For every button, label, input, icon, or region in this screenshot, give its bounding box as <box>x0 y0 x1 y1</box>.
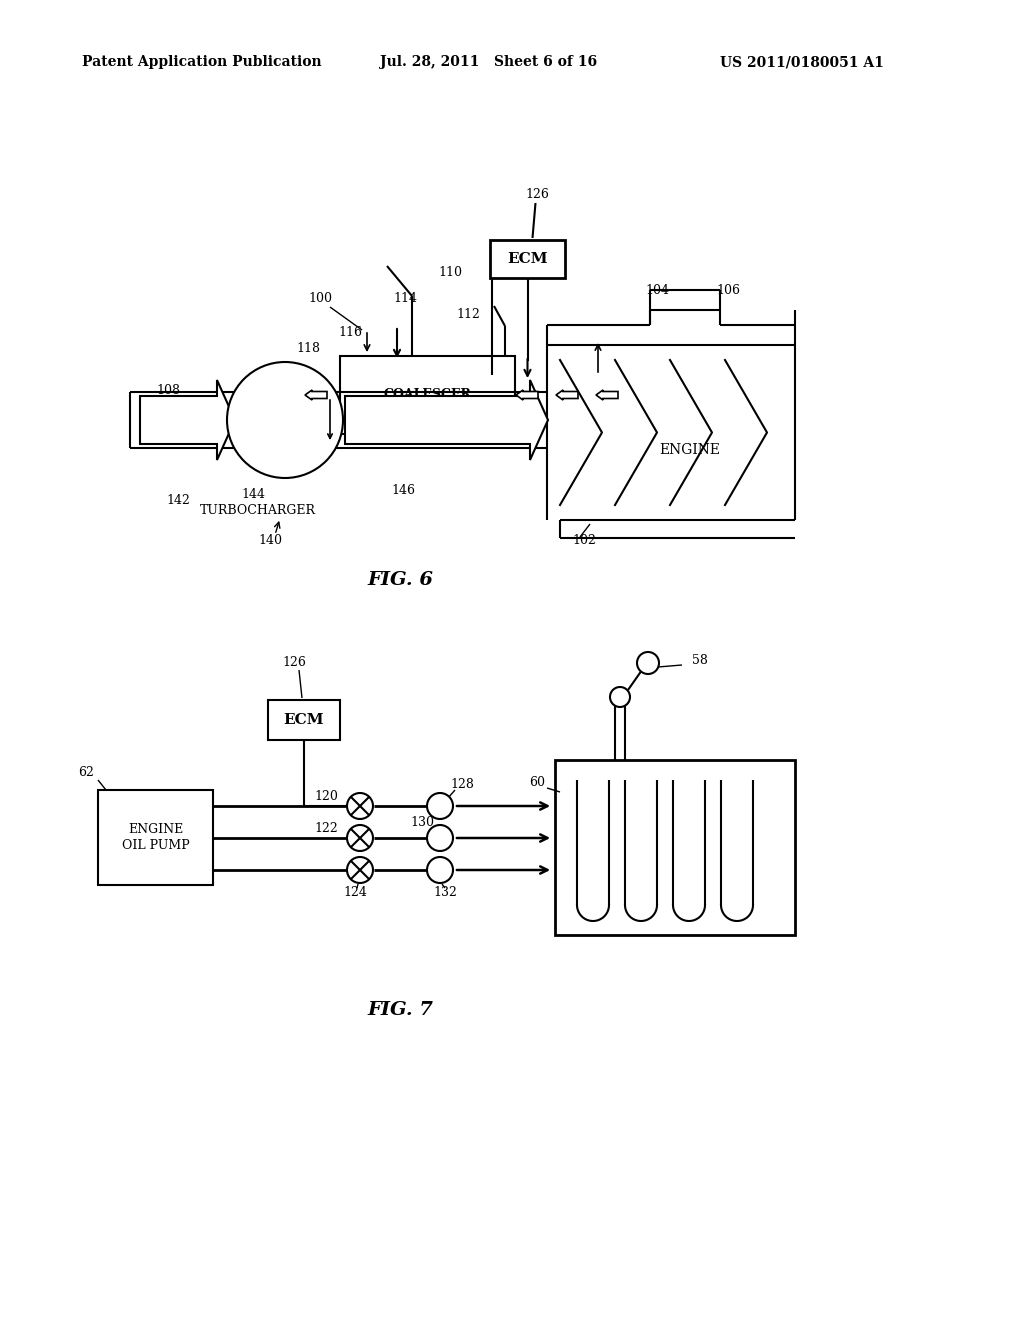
Polygon shape <box>345 380 548 459</box>
Text: ECM: ECM <box>507 252 548 267</box>
Circle shape <box>427 825 453 851</box>
Circle shape <box>427 857 453 883</box>
Text: 106: 106 <box>716 284 740 297</box>
Text: Jul. 28, 2011   Sheet 6 of 16: Jul. 28, 2011 Sheet 6 of 16 <box>380 55 597 69</box>
Text: COALESCER: COALESCER <box>384 388 471 401</box>
Text: 120: 120 <box>314 789 338 803</box>
Text: 112: 112 <box>456 309 480 322</box>
Text: 104: 104 <box>645 284 669 297</box>
Text: ENGINE: ENGINE <box>128 822 183 836</box>
Circle shape <box>347 793 373 818</box>
Circle shape <box>637 652 659 675</box>
Text: 100: 100 <box>308 292 332 305</box>
Polygon shape <box>305 389 327 400</box>
Text: Patent Application Publication: Patent Application Publication <box>82 55 322 69</box>
Text: 110: 110 <box>438 265 462 279</box>
Text: 130: 130 <box>410 817 434 829</box>
Text: 126: 126 <box>282 656 306 668</box>
Text: 116: 116 <box>338 326 362 338</box>
Circle shape <box>610 686 630 708</box>
Circle shape <box>347 825 373 851</box>
Text: ENGINE: ENGINE <box>659 444 721 457</box>
Text: 102: 102 <box>572 533 596 546</box>
Text: 114: 114 <box>393 292 417 305</box>
Text: FIG. 6: FIG. 6 <box>367 572 433 589</box>
Text: 126: 126 <box>525 189 550 202</box>
Text: 128: 128 <box>451 777 474 791</box>
Bar <box>555 760 795 935</box>
Text: 132: 132 <box>433 886 457 899</box>
Text: TURBOCHARGER: TURBOCHARGER <box>200 503 316 516</box>
Text: 140: 140 <box>258 533 282 546</box>
Text: 118: 118 <box>296 342 319 355</box>
Polygon shape <box>556 389 578 400</box>
Text: 108: 108 <box>156 384 180 396</box>
Text: 144: 144 <box>241 488 265 502</box>
Text: 146: 146 <box>391 483 415 496</box>
Bar <box>490 240 565 279</box>
Text: ECM: ECM <box>284 713 325 727</box>
Bar <box>340 356 515 434</box>
Bar <box>268 700 340 741</box>
Text: 58: 58 <box>692 653 708 667</box>
Text: FIG. 7: FIG. 7 <box>367 1001 433 1019</box>
Polygon shape <box>596 389 618 400</box>
Text: OIL PUMP: OIL PUMP <box>122 840 189 851</box>
Circle shape <box>227 362 343 478</box>
Circle shape <box>347 857 373 883</box>
Polygon shape <box>516 389 538 400</box>
Text: 142: 142 <box>166 494 189 507</box>
Text: 124: 124 <box>343 886 367 899</box>
Text: 60: 60 <box>529 776 545 788</box>
Polygon shape <box>140 380 234 459</box>
Text: 62: 62 <box>78 766 94 779</box>
Text: 122: 122 <box>314 821 338 834</box>
Circle shape <box>427 793 453 818</box>
Text: US 2011/0180051 A1: US 2011/0180051 A1 <box>720 55 884 69</box>
Bar <box>98 789 213 884</box>
